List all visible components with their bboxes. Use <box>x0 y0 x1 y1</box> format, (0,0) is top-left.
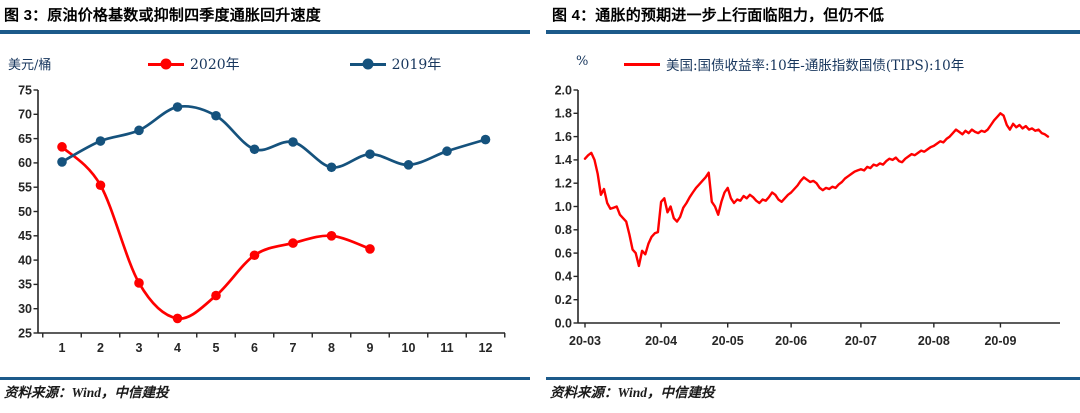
figure3-chart-area: 美元/桶 2020年 2019年 25 30 35 40 45 50 55 60 65 70 75 1… <box>0 36 540 372</box>
figure3-panel: 图 3：原油价格基数或抑制四季度通胀回升速度 美元/桶 2020年 2019年 … <box>0 0 540 413</box>
svg-text:65: 65 <box>18 132 32 146</box>
svg-text:12: 12 <box>479 341 493 355</box>
figure4-chart-area: % 美国:国债收益率:10年-通胀指数国债(TIPS):10年 0.0 0.2 0.… <box>540 36 1080 372</box>
legend-label-2020: 2020年 <box>190 57 240 73</box>
figure3-legend: 2020年 2019年 <box>148 54 441 74</box>
legend-item-breakeven: 美国:国债收益率:10年-通胀指数国债(TIPS):10年 <box>624 54 964 74</box>
svg-text:45: 45 <box>18 229 32 243</box>
svg-text:7: 7 <box>290 341 297 355</box>
svg-text:20-06: 20-06 <box>775 334 807 348</box>
svg-text:0.0: 0.0 <box>555 316 572 330</box>
figure4-title-rule <box>546 30 1080 34</box>
svg-text:1.2: 1.2 <box>555 177 572 191</box>
figure3-unit-label: 美元/桶 <box>8 58 52 73</box>
figure4-bottom-rule <box>546 377 1080 380</box>
legend-label-2019: 2019年 <box>391 57 442 73</box>
svg-text:1.0: 1.0 <box>555 200 572 214</box>
svg-text:0.4: 0.4 <box>555 270 572 284</box>
figure4-panel: 图 4：通胀的预期进一步上行面临阻力，但仍不低 % 美国:国债收益率:10年-通… <box>540 0 1080 413</box>
svg-text:20-05: 20-05 <box>712 334 744 348</box>
svg-text:25: 25 <box>18 326 32 340</box>
svg-text:1.6: 1.6 <box>555 130 572 144</box>
svg-text:50: 50 <box>18 205 32 219</box>
svg-text:2.0: 2.0 <box>555 83 572 97</box>
blue-line-dot-marker-icon <box>349 62 386 66</box>
svg-text:10: 10 <box>402 341 416 355</box>
svg-text:6: 6 <box>251 341 258 355</box>
svg-text:0.8: 0.8 <box>555 223 572 237</box>
breakeven-inflation-line-chart: 0.0 0.2 0.4 0.6 0.8 1.0 1.2 1.4 1.6 1.8 2.0 20-03 20… <box>555 83 1060 348</box>
red-line-dot-marker-icon <box>148 62 184 66</box>
svg-text:60: 60 <box>18 156 32 170</box>
svg-text:9: 9 <box>367 341 374 355</box>
figure3-title: 图 3：原油价格基数或抑制四季度通胀回升速度 <box>4 7 321 24</box>
figure4-legend: 美国:国债收益率:10年-通胀指数国债(TIPS):10年 <box>624 54 964 74</box>
svg-text:1: 1 <box>59 341 66 355</box>
svg-text:1.8: 1.8 <box>555 107 572 121</box>
svg-text:55: 55 <box>18 181 32 195</box>
svg-text:20-07: 20-07 <box>845 334 877 348</box>
svg-text:5: 5 <box>213 341 220 355</box>
svg-text:0.2: 0.2 <box>555 293 572 307</box>
figure4-unit-label: % <box>576 54 589 69</box>
svg-text:3: 3 <box>136 341 143 355</box>
svg-text:4: 4 <box>174 341 181 355</box>
svg-text:70: 70 <box>18 108 32 122</box>
svg-text:20-04: 20-04 <box>645 334 677 348</box>
figure3-bottom-rule <box>0 377 530 380</box>
svg-text:1.4: 1.4 <box>555 153 572 167</box>
legend-item-2019: 2019年 <box>349 54 442 74</box>
svg-text:20-09: 20-09 <box>984 334 1016 348</box>
legend-item-2020: 2020年 <box>148 54 240 74</box>
svg-text:75: 75 <box>18 83 32 97</box>
svg-text:20-03: 20-03 <box>569 334 601 348</box>
svg-text:35: 35 <box>18 278 32 292</box>
svg-text:30: 30 <box>18 302 32 316</box>
figure4-source: 资料来源：Wind，中信建投 <box>550 385 715 400</box>
figure4-title: 图 4：通胀的预期进一步上行面临阻力，但仍不低 <box>552 7 885 24</box>
figure3-title-rule <box>0 30 530 34</box>
svg-text:40: 40 <box>18 253 32 267</box>
svg-text:11: 11 <box>440 341 453 355</box>
figure3-source: 资料来源：Wind，中信建投 <box>4 385 169 400</box>
svg-text:20-08: 20-08 <box>918 334 950 348</box>
svg-text:0.6: 0.6 <box>555 246 572 260</box>
svg-text:2: 2 <box>97 341 104 355</box>
svg-text:8: 8 <box>328 341 335 355</box>
legend-label-breakeven: 美国:国债收益率:10年-通胀指数国债(TIPS):10年 <box>666 58 965 74</box>
red-line-marker-icon <box>624 62 660 66</box>
